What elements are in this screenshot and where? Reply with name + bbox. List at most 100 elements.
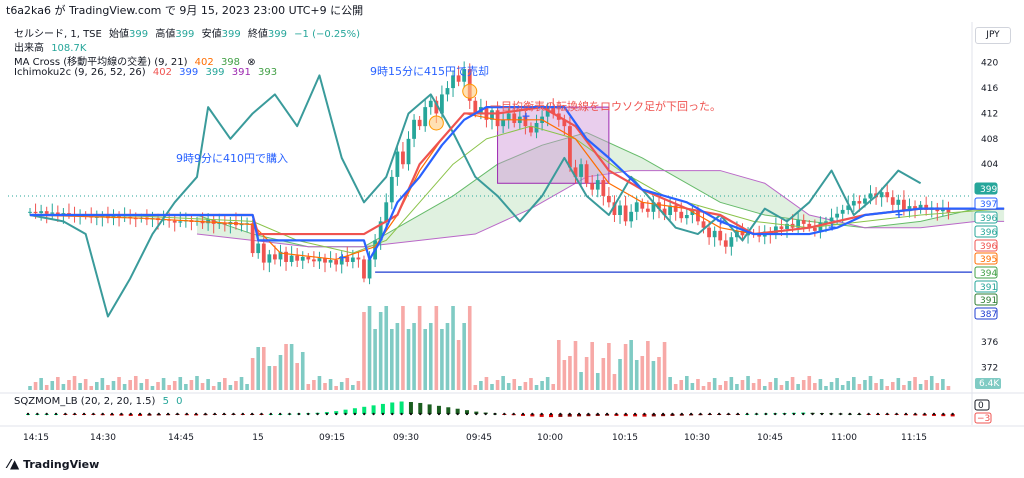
volume-bar [890, 382, 895, 390]
candle-body [384, 202, 389, 222]
ichimoku-row[interactable]: Ichimoku2c (9, 26, 52, 26) 402 399 399 3… [14, 67, 277, 78]
candle-body [840, 209, 845, 214]
sqz-zero-dot [166, 412, 170, 416]
ma-cross-marker: + [521, 110, 530, 123]
time-tick-label: 11:15 [901, 433, 927, 443]
candle-body [328, 260, 333, 263]
sqz-tag-zero-box [974, 399, 990, 411]
volume-bar [634, 360, 639, 390]
candle-body [657, 202, 661, 209]
candle-body [278, 251, 283, 260]
sqz-bar [642, 414, 647, 417]
sqz-zero-dot [764, 412, 768, 416]
candle-body [44, 211, 49, 214]
volume-bar [523, 382, 528, 390]
candle-body [451, 75, 455, 89]
price-tag-label: 394 [980, 269, 997, 279]
volume-bar [401, 306, 405, 390]
candle-body [590, 183, 595, 190]
candle-body [779, 226, 784, 229]
candle-body [662, 208, 667, 215]
candle-body [362, 259, 366, 279]
sqz-bar [418, 402, 423, 414]
sqz-bar [558, 414, 563, 417]
sqz-zero-dot [559, 412, 562, 416]
publish-header: t6a2ka6 が TradingView.com で 9月 15, 2023 … [6, 2, 363, 18]
sqz-zero-dot [297, 412, 301, 416]
sqz-zero-dot [876, 412, 880, 416]
price-tag-box [974, 266, 998, 279]
sqz-bar [549, 414, 554, 418]
candle-body [618, 205, 622, 215]
volume-bar [818, 379, 823, 390]
volume-bar [78, 383, 82, 390]
volume-bar [840, 385, 845, 390]
sqz-bar [390, 402, 395, 414]
volume-bar [490, 384, 494, 390]
sqz-row[interactable]: SQZMOM_LB (20, 2, 20, 1.5) 5 0 [14, 396, 183, 407]
candle-body [256, 243, 261, 254]
sqz-zero-dot [708, 412, 712, 416]
volume-bar [646, 341, 650, 390]
time-tick-label: 14:45 [168, 433, 194, 443]
volume-bar [935, 383, 940, 390]
candle-body [918, 204, 923, 210]
volume-bar [785, 381, 789, 390]
candle-body [595, 180, 600, 190]
sqz-zero-dot [372, 412, 375, 416]
volume-bar [50, 381, 55, 390]
tradingview-logo[interactable]: ⁄▲ TradingView [8, 457, 99, 471]
volume-bar [540, 381, 544, 390]
candle-body [718, 230, 723, 241]
sqz-zero-dot [886, 412, 889, 416]
volume-bar [139, 383, 144, 390]
ichimoku-label: Ichimoku2c (9, 26, 52, 26) [14, 67, 146, 78]
sqz-zero-dot [400, 412, 403, 416]
volume-bar [551, 384, 556, 390]
price-tag-box [974, 307, 998, 320]
volume-bar [284, 344, 288, 390]
ma-cross-marker: + [338, 251, 347, 264]
ma-cross-row[interactable]: MA Cross (移動平均線の交差) (9, 21) 402 398 ⊗ [14, 53, 256, 68]
sqz-zero-dot [456, 412, 459, 416]
volume-bar [568, 356, 572, 390]
sqz-bar [539, 414, 544, 417]
candle-body [445, 88, 450, 95]
candle-body [395, 151, 400, 177]
volume-label: 出来高 [14, 43, 44, 54]
volume-bar [440, 329, 444, 390]
sqz-tick-label: −3 [977, 414, 990, 424]
tradingview-logo-icon: ⁄▲ [8, 457, 20, 471]
ichimoku-v5: 393 [258, 67, 278, 78]
volume-bar [902, 385, 906, 390]
price-tag-box [974, 252, 998, 265]
volume-bar [267, 366, 272, 390]
candle-body [824, 221, 828, 223]
currency-button[interactable]: JPY [975, 27, 1011, 44]
volume-bar [94, 382, 99, 390]
price-tick-label: 376 [981, 338, 998, 348]
sqz-bar [380, 403, 385, 414]
volume-bar [801, 380, 806, 390]
candle-body [785, 223, 789, 229]
sqz-zero-dot [867, 412, 870, 416]
symbol-name[interactable]: セルシード, 1, TSE [14, 29, 102, 40]
volume-bar [33, 382, 38, 390]
candle-body [606, 195, 611, 203]
volume-bar [178, 377, 183, 390]
sqz-zero-dot [587, 412, 590, 416]
time-tick-label: 10:00 [537, 433, 563, 443]
candle-body [562, 119, 567, 127]
candle-body [924, 204, 929, 210]
conversion-line [30, 106, 1005, 261]
candle-body [684, 215, 689, 219]
candle-body [835, 213, 840, 218]
candle-body [812, 227, 817, 231]
candle-body [206, 219, 211, 224]
candle-body [601, 180, 606, 196]
price-tag-label: 391 [980, 296, 997, 306]
volume-row[interactable]: 出来高 108.7K [14, 39, 86, 54]
volume-bar [217, 382, 222, 390]
candle-body [222, 222, 227, 225]
candle-body [473, 100, 478, 114]
